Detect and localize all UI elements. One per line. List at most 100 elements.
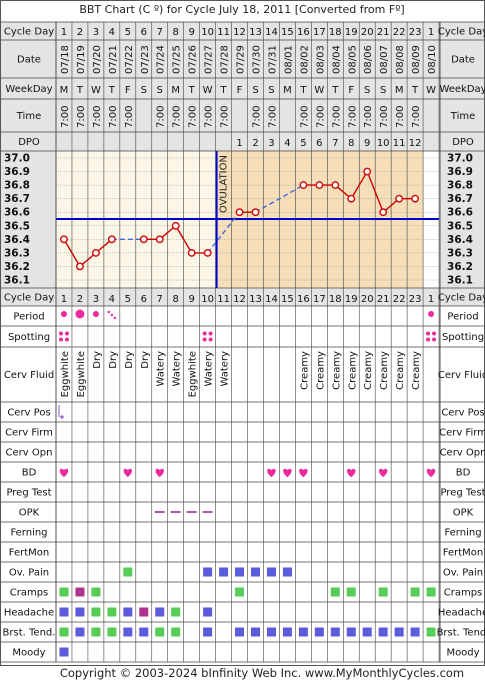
cycle-day-label-bottom: 5 [125,294,131,305]
row-label-ferning: Ferning [10,528,47,539]
temp-point [171,221,180,230]
cycle-day-label-bottom: 13 [249,294,262,305]
row-label-right-time: Time [450,111,475,122]
temp-point [395,194,404,203]
temp-point [91,248,100,257]
weekday-label: S [380,85,386,96]
bd-heart-icon [59,468,69,477]
cerv-fluid-label: Watery [204,351,215,387]
time-label: 7:00 [204,106,215,128]
brst-tend-square [410,627,420,637]
bd-heart-icon [347,468,356,477]
weekday-label: M [60,85,69,96]
headache-square [203,607,213,617]
brst-tend-square [362,627,372,637]
weekday-label: M [171,85,180,96]
cramps-square [330,587,340,597]
cerv-fluid-label: Watery [220,351,231,387]
row-label-right-ferning: Ferning [444,528,481,539]
dpo-label: 6 [316,138,322,149]
row-label-weekday: WeekDay [5,84,52,95]
spotting-dot [202,337,207,342]
cramps-square [59,587,69,597]
time-label: 7:00 [172,106,183,128]
brst-tend-square [251,627,260,637]
row-label-preg-test: Preg Test [6,488,51,499]
temp-label-left-fill [1,151,56,288]
text-layer: BBT Chart (C º) for Cycle July 18, 2011 … [3,3,485,680]
row-label-moody: Moody [12,648,45,659]
moody-square [59,647,69,657]
row-label-cramps: Cramps [10,588,49,599]
row-label-spotting: Spotting [8,332,50,343]
time-label: 7:00 [363,106,374,128]
date-label: 08/08 [395,45,406,74]
row-label-cycle-day: Cycle Day [4,27,54,38]
cerv-fluid-label: Dry [124,351,135,369]
dpo-label: 3 [268,138,274,149]
chart-title: BBT Chart (C º) for Cycle July 18, 2011 … [79,3,404,16]
temp-point [139,235,148,244]
weekday-label: S [268,85,274,96]
temp-point [187,248,196,257]
headache-square [139,607,149,617]
headache-square [75,607,85,617]
row-label-right-spotting: Spotting [442,332,484,343]
y-tick-label-left: 36.3 [4,247,30,259]
cycle-day-label-bottom: 22 [393,294,406,305]
cycle-day-label: 6 [141,27,147,38]
temp-point [107,235,116,244]
date-label: 08/05 [347,45,358,74]
cycle-day-label: 22 [393,27,406,38]
ov-pain-square [251,567,260,577]
spotting-dot [426,331,431,336]
cycle-day-label: 8 [173,27,179,38]
ovulation-label: OVULATION [219,155,230,213]
y-tick-label-right: 36.2 [447,261,473,273]
cycle-day-label: 1 [61,27,67,38]
row-label-right-weekday: WeekDay [439,84,485,95]
ov-pain-square [219,567,229,577]
dpo-label: 5 [300,138,306,149]
row-label-right-preg-test: Preg Test [440,488,485,499]
brst-tend-square [314,627,324,637]
row-label-right-headache: Headache [438,608,485,619]
spotting-dot [432,331,437,336]
cerv-fluid-label: Watery [172,351,183,387]
headache-square [91,607,101,617]
cerv-fluid-label: Creamy [363,351,374,390]
cycle-day-label: 7 [157,27,163,38]
row-label-right-moody: Moody [446,648,479,659]
row-label-right-date: Date [451,55,475,66]
brst-tend-square [139,627,149,637]
y-tick-label-left: 36.9 [4,166,30,178]
period-medium-dot [92,311,99,317]
date-label: 08/03 [315,45,326,74]
cycle-day-label-bottom: 8 [173,294,179,305]
background-layer [0,0,485,666]
time-label: 7:00 [315,106,326,128]
bd-heart-icon [426,468,436,477]
dpo-label: 1 [236,138,242,149]
cycle-day-label-bottom: 19 [345,294,358,305]
row-label-cerv-firm: Cerv Firm [5,428,53,439]
y-tick-label-left: 36.5 [4,220,30,232]
date-label: 07/20 [92,45,103,74]
temp-point [299,181,308,190]
brst-tend-square [330,627,340,637]
time-label: 7:00 [252,106,263,128]
cramps-square [91,587,101,597]
cycle-day-label-bottom: 16 [297,294,310,305]
bd-heart-icon [123,468,133,477]
header-band-weekday [1,78,484,99]
row-label-right-cerv-opn: Cerv Opn [440,448,485,459]
weekday-label: W [426,85,436,96]
y-tick-label-left: 36.4 [4,234,30,246]
cycle-day-label-bottom: 2 [77,294,83,305]
bd-heart-icon [299,468,308,477]
y-tick-label-right: 36.7 [447,193,473,205]
spotting-dot [208,331,213,336]
temp-point [203,248,212,257]
weekday-label: S [157,85,163,96]
